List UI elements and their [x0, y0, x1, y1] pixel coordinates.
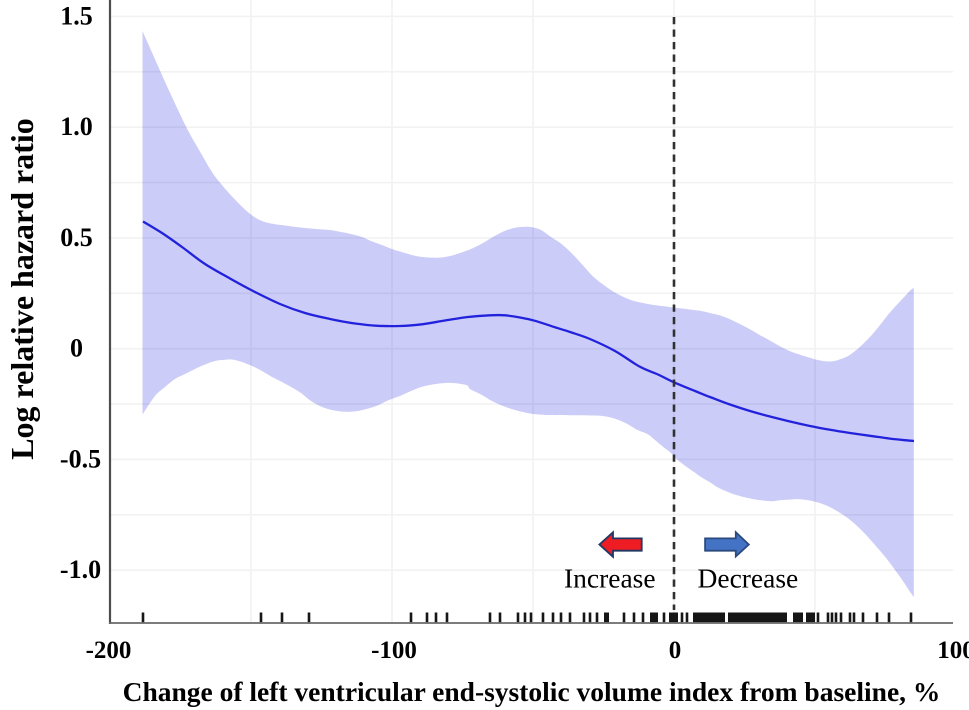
svg-text:-0.5: -0.5 — [60, 444, 101, 473]
svg-text:1.5: 1.5 — [60, 1, 93, 30]
svg-text:-200: -200 — [86, 637, 132, 664]
svg-text:-1.0: -1.0 — [60, 555, 101, 584]
svg-text:0.5: 0.5 — [60, 223, 93, 252]
svg-text:-100: -100 — [371, 637, 417, 664]
svg-text:0: 0 — [70, 334, 83, 363]
svg-text:1.0: 1.0 — [60, 112, 93, 141]
svg-text:100: 100 — [937, 637, 969, 664]
svg-text:Increase: Increase — [564, 563, 656, 594]
svg-text:0: 0 — [669, 637, 682, 664]
svg-text:Change of left ventricular end: Change of left ventricular end-systolic … — [123, 676, 941, 707]
svg-text:Log relative hazard ratio: Log relative hazard ratio — [4, 118, 40, 460]
svg-text:Decrease: Decrease — [698, 563, 799, 594]
